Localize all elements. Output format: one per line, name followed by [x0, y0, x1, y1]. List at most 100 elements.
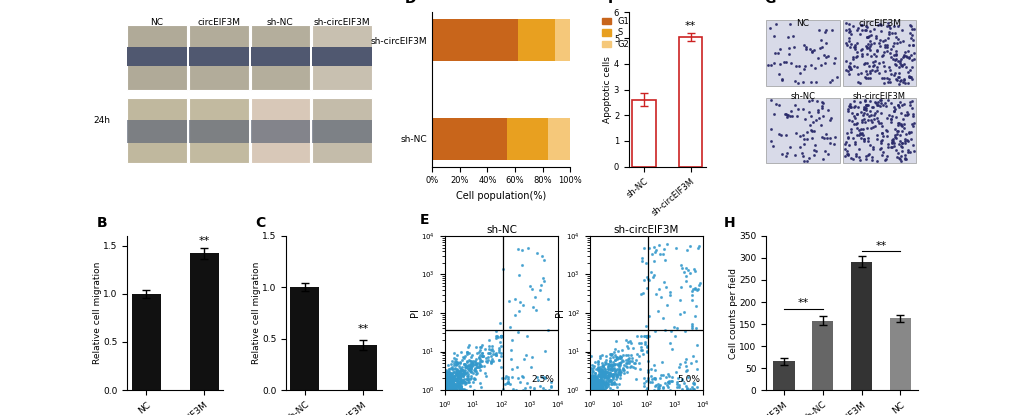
Point	[589, 387, 605, 393]
Point	[444, 378, 461, 385]
Point	[906, 120, 922, 126]
Point	[685, 385, 701, 392]
Point	[450, 373, 467, 380]
Point	[463, 360, 479, 366]
Point	[446, 357, 463, 364]
Point	[440, 385, 457, 391]
Point	[623, 355, 639, 361]
Point	[582, 383, 598, 390]
Point	[451, 367, 468, 374]
Point	[602, 360, 619, 367]
Point	[582, 381, 598, 388]
Point	[610, 366, 627, 373]
Point	[439, 381, 455, 387]
Point	[445, 360, 462, 366]
Point	[638, 348, 654, 355]
Point	[881, 115, 898, 122]
Point	[872, 129, 889, 136]
Point	[585, 384, 601, 391]
Point	[881, 71, 898, 77]
Point	[438, 386, 454, 392]
Point	[438, 386, 454, 393]
Point	[589, 383, 605, 389]
Point	[583, 384, 599, 391]
Point	[890, 81, 906, 87]
Point	[596, 370, 612, 377]
Point	[846, 139, 862, 146]
Point	[894, 78, 910, 85]
Point	[460, 364, 476, 371]
Point	[842, 103, 858, 110]
Point	[806, 65, 822, 71]
Point	[859, 41, 875, 47]
Point	[646, 272, 662, 279]
Point	[483, 352, 499, 359]
Point	[608, 372, 625, 378]
Point	[437, 368, 453, 375]
Point	[586, 387, 602, 393]
Point	[858, 44, 874, 50]
Point	[611, 354, 628, 360]
Point	[439, 378, 455, 385]
Point	[450, 387, 467, 393]
Point	[842, 66, 858, 73]
Point	[873, 101, 890, 108]
Point	[592, 387, 608, 393]
Point	[442, 382, 459, 389]
Point	[806, 142, 822, 149]
Point	[442, 387, 459, 393]
Point	[886, 56, 902, 63]
Point	[588, 387, 604, 393]
Point	[787, 129, 803, 136]
Point	[592, 378, 608, 385]
Point	[782, 143, 798, 150]
Point	[879, 144, 896, 151]
Point	[602, 381, 619, 387]
Point	[850, 78, 866, 85]
Point	[905, 148, 921, 154]
Point	[589, 387, 605, 393]
Point	[790, 79, 806, 86]
Point	[587, 381, 603, 388]
Point	[586, 373, 602, 379]
Point	[840, 151, 856, 158]
Point	[590, 377, 606, 383]
Point	[871, 43, 888, 49]
Point	[586, 381, 602, 388]
Point	[439, 387, 455, 393]
Point	[600, 361, 616, 368]
Point	[458, 370, 474, 377]
Point	[602, 352, 619, 359]
Point	[646, 328, 662, 335]
Point	[685, 380, 701, 386]
Point	[590, 373, 606, 380]
Point	[601, 354, 618, 361]
Point	[611, 367, 628, 374]
Point	[466, 366, 482, 373]
Point	[477, 355, 493, 362]
Point	[904, 142, 920, 148]
Point	[584, 372, 600, 379]
Point	[477, 370, 493, 376]
Point	[444, 380, 461, 387]
Point	[588, 374, 604, 381]
Point	[800, 98, 816, 105]
Point	[604, 374, 621, 380]
Point	[445, 369, 462, 375]
Point	[461, 383, 477, 390]
Point	[846, 45, 862, 52]
Point	[588, 387, 604, 393]
Point	[589, 361, 605, 367]
Point	[844, 55, 860, 62]
Point	[815, 134, 832, 141]
Point	[453, 379, 470, 386]
Point	[803, 96, 819, 103]
Point	[592, 374, 608, 380]
Point	[588, 376, 604, 382]
Point	[592, 366, 608, 373]
Point	[586, 387, 602, 393]
Point	[581, 387, 597, 393]
Point	[585, 374, 601, 381]
Point	[638, 378, 654, 385]
Point	[611, 360, 628, 366]
